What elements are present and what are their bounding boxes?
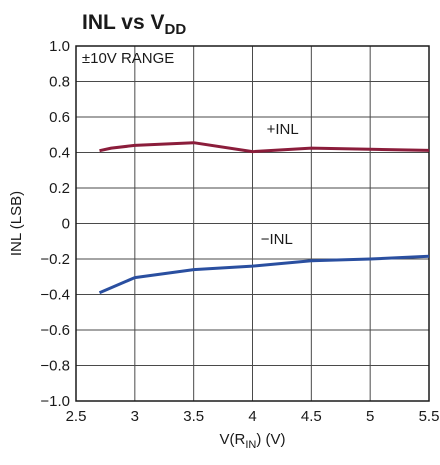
- y-axis-label: INL (LSB): [8, 191, 25, 256]
- range-annotation: ±10V RANGE: [82, 50, 174, 67]
- positive-inl-label: +INL: [267, 121, 299, 138]
- x-tick-label: 3: [131, 408, 139, 425]
- x-axis-label-post: ) (V): [256, 431, 285, 448]
- x-tick-label: 3.5: [183, 408, 204, 425]
- y-tick-label: −1.0: [40, 393, 70, 410]
- y-tick-label: −0.8: [40, 358, 70, 375]
- series-line-positive-inl: [99, 141, 430, 154]
- y-tick-label: 0.6: [49, 109, 70, 126]
- negative-inl-label: −INL: [261, 231, 293, 248]
- y-tick-label: −0.6: [40, 322, 70, 339]
- plot-frame: [75, 45, 430, 402]
- series-line-negative-inl: [98, 254, 430, 295]
- x-axis-label: V(RIN) (V): [219, 431, 285, 451]
- x-tick-label: 5: [366, 408, 374, 425]
- annotations: ±10V RANGE +INL −INL: [82, 50, 299, 248]
- y-tick-label: 0: [62, 216, 70, 233]
- x-axis-label-pre: V(R: [219, 431, 245, 448]
- y-tick-label: 1.0: [49, 38, 70, 55]
- grid: [76, 46, 429, 401]
- x-axis-ticks: 2.5 3 3.5 4 4.5 5 5.5: [66, 408, 440, 425]
- x-axis-label-subscript: IN: [245, 439, 256, 451]
- y-tick-label: 0.8: [49, 74, 70, 91]
- y-tick-label: 0.2: [49, 180, 70, 197]
- chart-title: INL vs VDD: [82, 11, 186, 38]
- x-tick-label: 4: [248, 408, 256, 425]
- y-tick-label: 0.4: [49, 145, 70, 162]
- series-layer: [98, 141, 430, 295]
- chart-title-main: INL vs V: [82, 11, 164, 34]
- x-tick-label: 5.5: [419, 408, 440, 425]
- y-axis-ticks: −1.0 −0.8 −0.6 −0.4 −0.2 0 0.2 0.4 0.6 0.8 1.0: [40, 38, 70, 410]
- x-tick-label: 4.5: [301, 408, 322, 425]
- y-tick-label: −0.2: [40, 251, 70, 268]
- chart-title-subscript: DD: [164, 21, 186, 38]
- y-tick-label: −0.4: [40, 287, 70, 304]
- x-tick-label: 2.5: [66, 408, 87, 425]
